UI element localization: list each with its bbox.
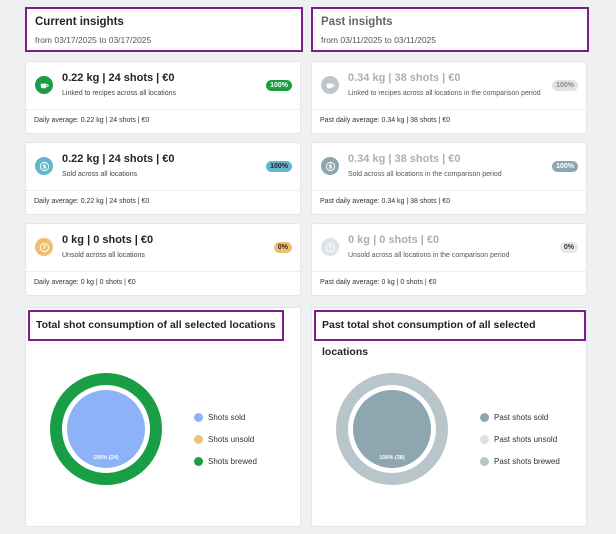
legend-label: Past shots brewed (494, 456, 560, 466)
legend-dot (194, 456, 203, 466)
current-pie-title: Total shot consumption of all selected l… (28, 310, 284, 341)
current-insights-title: Current insights (35, 16, 124, 28)
legend-item[interactable]: Past shots brewed (480, 450, 560, 472)
current-sold-card: $ 0.22 kg | 24 shots | €0 Sold across al… (25, 142, 301, 215)
current-pie-panel: Total shot consumption of all selected l… (25, 307, 301, 527)
past-unsold-card: ? 0 kg | 0 shots | €0 Unsold across all … (311, 223, 587, 296)
current-unsold-value: 0 kg | 0 shots | €0 (62, 234, 154, 246)
past-linked-badge: 100% (552, 80, 578, 91)
current-unsold-description: Unsold across all locations (62, 252, 145, 259)
past-pie-panel: Past total shot consumption of all selec… (311, 307, 587, 527)
past-unsold-description: Unsold across all locations in the compa… (348, 252, 510, 259)
current-linked-value: 0.22 kg | 24 shots | €0 (62, 72, 175, 84)
legend-label: Shots brewed (208, 456, 257, 466)
current-date-range: from 03/17/2025 to 03/17/2025 (35, 35, 152, 45)
past-insights-header: Past insights from 03/11/2025 to 03/11/2… (311, 7, 589, 52)
question-icon: ? (35, 238, 53, 256)
current-donut-chart: 100% (24) (50, 373, 162, 485)
current-unsold-badge: 0% (273, 242, 292, 253)
legend-dot (194, 412, 203, 422)
current-linked-daily-average: Daily average: 0.22 kg | 24 shots | €0 (34, 117, 150, 124)
legend-label: Past shots unsold (494, 434, 558, 444)
svg-text:?: ? (42, 244, 46, 251)
past-legend: Past shots sold Past shots unsold Past s… (480, 406, 560, 472)
current-sold-value: 0.22 kg | 24 shots | €0 (62, 153, 175, 165)
divider (26, 109, 300, 110)
current-sold-description: Sold across all locations (62, 171, 138, 178)
legend-label: Past shots sold (494, 412, 549, 422)
legend-label: Shots unsold (208, 434, 255, 444)
current-insights-header: Current insights from 03/17/2025 to 03/1… (25, 7, 303, 52)
legend-item[interactable]: Shots unsold (194, 428, 257, 450)
legend-dot (480, 412, 489, 422)
current-donut-label: 100% (24) (93, 455, 119, 461)
current-sold-daily-average: Daily average: 0.22 kg | 24 shots | €0 (34, 198, 150, 205)
past-sold-card: $ 0.34 kg | 38 shots | €0 Sold across al… (311, 142, 587, 215)
past-linked-value: 0.34 kg | 38 shots | €0 (348, 72, 461, 84)
current-unsold-daily-average: Daily average: 0 kg | 0 shots | €0 (34, 279, 136, 286)
coffee-cup-icon (35, 76, 53, 94)
donut-ring-past-shots-brewed (336, 373, 448, 485)
donut-slice-shots-sold (67, 390, 145, 468)
current-legend: Shots sold Shots unsold Shots brewed (194, 406, 257, 472)
past-linked-description: Linked to recipes across all locations i… (348, 90, 541, 97)
legend-dot (480, 434, 489, 444)
legend-item[interactable]: Shots sold (194, 406, 257, 428)
past-unsold-badge: 0% (559, 242, 578, 253)
past-donut-label: 100% (38) (379, 455, 405, 461)
question-icon: ? (321, 238, 339, 256)
past-sold-badge: 100% (552, 161, 578, 172)
past-insights-title: Past insights (321, 16, 393, 28)
past-date-range: from 03/11/2025 to 03/11/2025 (321, 35, 436, 45)
svg-text:$: $ (328, 163, 332, 170)
divider (26, 190, 300, 191)
svg-text:$: $ (42, 163, 46, 170)
past-sold-daily-average: Past daily average: 0.34 kg | 38 shots |… (320, 198, 451, 205)
current-linked-card: 0.22 kg | 24 shots | €0 Linked to recipe… (25, 61, 301, 134)
donut-ring-shots-brewed (50, 373, 162, 485)
coffee-cup-icon (321, 76, 339, 94)
past-pie-title: Past total shot consumption of all selec… (314, 310, 586, 358)
legend-item[interactable]: Past shots unsold (480, 428, 560, 450)
divider (312, 190, 586, 191)
legend-item[interactable]: Shots brewed (194, 450, 257, 472)
donut-slice-past-shots-sold (353, 390, 431, 468)
current-linked-description: Linked to recipes across all locations (62, 90, 177, 97)
past-linked-card: 0.34 kg | 38 shots | €0 Linked to recipe… (311, 61, 587, 134)
legend-dot (480, 456, 489, 466)
svg-text:?: ? (328, 244, 332, 251)
current-unsold-card: ? 0 kg | 0 shots | €0 Unsold across all … (25, 223, 301, 296)
legend-label: Shots sold (208, 412, 246, 422)
past-unsold-value: 0 kg | 0 shots | €0 (348, 234, 440, 246)
dollar-icon: $ (35, 157, 53, 175)
divider (26, 271, 300, 272)
dollar-icon: $ (321, 157, 339, 175)
legend-dot (194, 434, 203, 444)
past-donut-chart: 100% (38) (336, 373, 448, 485)
divider (312, 271, 586, 272)
past-sold-value: 0.34 kg | 38 shots | €0 (348, 153, 461, 165)
past-unsold-daily-average: Past daily average: 0 kg | 0 shots | €0 (320, 279, 437, 286)
current-sold-badge: 100% (266, 161, 292, 172)
legend-item[interactable]: Past shots sold (480, 406, 560, 428)
current-linked-badge: 100% (266, 80, 292, 91)
past-sold-description: Sold across all locations in the compari… (348, 171, 502, 178)
past-linked-daily-average: Past daily average: 0.34 kg | 38 shots |… (320, 117, 451, 124)
divider (312, 109, 586, 110)
